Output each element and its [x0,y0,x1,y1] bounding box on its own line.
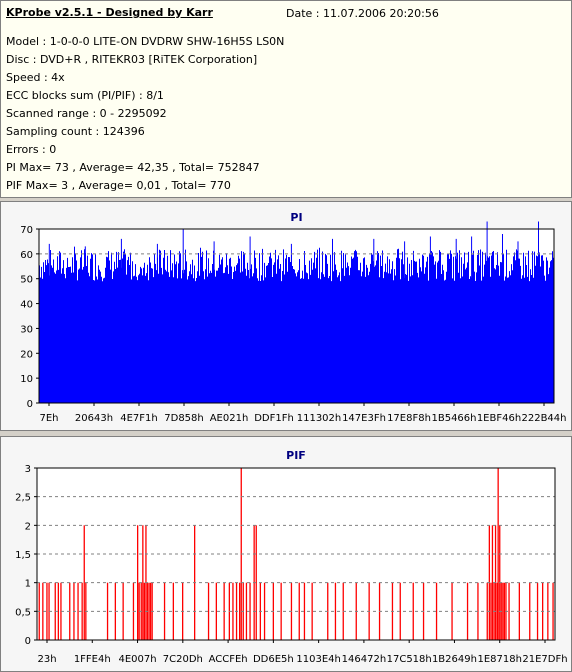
y-tick-label: 0 [25,636,31,647]
x-tick-label: 1B5466h [431,413,476,424]
x-tick-label: 4E7F1h [120,413,158,424]
pif-bar [249,582,251,640]
pif-bar [215,582,217,640]
pif-bar [508,582,510,640]
pif-bar [491,525,494,640]
y-tick-label: 70 [20,225,33,236]
pif-bar [496,582,498,640]
y-tick-label: 10 [20,374,33,385]
pif-bar [280,582,282,640]
pi-chart: PI 0 10 20 30 40 50 60 70 7Eh 20643h 4E7F1h 7D858h AE… [20,211,566,424]
pi-summary-line: PI Max= 73 , Average= 42,35 , Total= 752… [6,161,260,174]
pif-bar [60,582,62,640]
errors-line: Errors : 0 [6,143,57,156]
x-tick-label: 1103E4h [296,654,340,665]
pif-summary-line: PIF Max= 3 , Average= 0,01 , Total= 770 [6,179,231,192]
pif-bar [83,525,85,640]
chart-title: PI [290,211,302,224]
series-pi [39,221,554,403]
speed-line: Speed : 4x [6,71,65,84]
y-tick-label: 60 [20,250,33,261]
info-panel: KProbe v2.5.1 - Designed by Karr Date : … [0,0,572,198]
x-tick-label: 17C518h [387,654,432,665]
scan-date: Date : 11.07.2006 20:20:56 [286,7,439,20]
pif-bar [490,582,492,640]
y-tick-label: 20 [20,349,33,360]
pif-bar [77,582,79,640]
x-tick-label: 1B2649h [432,654,477,665]
pif-bar [466,582,469,640]
pif-bar [46,582,48,640]
x-tick-label: 1FFE4h [74,654,111,665]
y-tick-label: 40 [20,300,33,311]
pif-bar [81,582,83,640]
pif-bar [497,468,499,640]
y-tick-label: 1,5 [15,550,31,561]
pif-bar [298,582,300,640]
x-tick-label: 111302h [297,413,342,424]
x-tick-label: 7D858h [164,413,204,424]
pif-bar [303,582,306,640]
pif-bar [311,582,313,640]
pif-bar [412,582,414,640]
x-tick-label: 17E8F8h [387,413,431,424]
pi-chart-panel: PI 0 10 20 30 40 50 60 70 7Eh 20643h 4E7F1h 7D858h AE… [0,201,572,431]
x-tick-label: 222B44h [521,413,566,424]
x-tick-label: ACCFEh [209,654,248,665]
pif-bar [149,582,152,640]
pif-bar [142,525,144,640]
pif-bar [255,525,257,640]
pif-bar [172,582,174,640]
x-tick-label: 4E007h [118,654,156,665]
plot-frame [38,228,555,404]
x-tick-label: 7Eh [39,413,58,424]
x-tick-label: AE021h [210,413,249,424]
y-tick-label: 50 [20,275,33,286]
x-tick-label: 1E8718h [477,654,521,665]
x-tick-label: 146472h [342,654,387,665]
pif-bar [207,582,210,640]
x-tick-label: 23h [37,654,56,665]
x-tick-label: 20643h [75,413,113,424]
ecc-line: ECC blocks sum (PI/PIF) : 8/1 [6,89,164,102]
pif-bar [239,582,241,640]
pif-bar [148,582,150,640]
pif-bar [42,582,44,640]
pif-bar [137,525,139,640]
pif-bar [245,582,248,640]
app-title: KProbe v2.5.1 - Designed by Karr [6,6,213,19]
y-tick-label: 3 [25,464,31,475]
y-tick-label: 2,5 [15,493,31,504]
sampling-line: Sampling count : 124396 [6,125,145,138]
pif-chart-panel: PIF 0 0,5 1 1,5 2 2,5 3 23h 1FFE4h 4E007h 7C20Dh ACC… [0,436,572,672]
x-tick-label: DD6E5h [253,654,294,665]
x-tick-label: 21E7DFh [522,654,567,665]
y-tick-label: 0 [27,399,33,410]
x-tick-label: 147E3Fh [342,413,386,424]
pif-bar [57,582,59,640]
x-tick-label: 1EBF46h [477,413,521,424]
pif-bar [435,582,438,640]
y-tick-label: 0,5 [15,607,31,618]
range-line: Scanned range : 0 - 2295092 [6,107,167,120]
y-tick-label: 1 [25,579,31,590]
pif-bar [334,582,337,640]
pif-bar [502,582,504,640]
pif-bar [143,582,145,640]
pif-bar [232,582,234,640]
y-tick-label: 30 [20,324,33,335]
pif-bar [263,582,266,640]
pif-chart: PIF 0 0,5 1 1,5 2 2,5 3 23h 1FFE4h 4E007h 7C20Dh ACC… [15,449,568,665]
pif-bar [503,582,505,640]
pif-bar [106,582,109,640]
y-tick-label: 2 [25,521,31,532]
disc-line: Disc : DVD+R , RITEKR03 [RiTEK Corporati… [6,53,258,66]
chart-title: PIF [286,449,306,462]
x-tick-label: 7C20Dh [163,654,203,665]
x-tick-label: DDF1Fh [254,413,294,424]
pif-bar [399,582,401,640]
model-line: Model : 1-0-0-0 LITE-ON DVDRW SHW-16H5S … [6,35,285,48]
